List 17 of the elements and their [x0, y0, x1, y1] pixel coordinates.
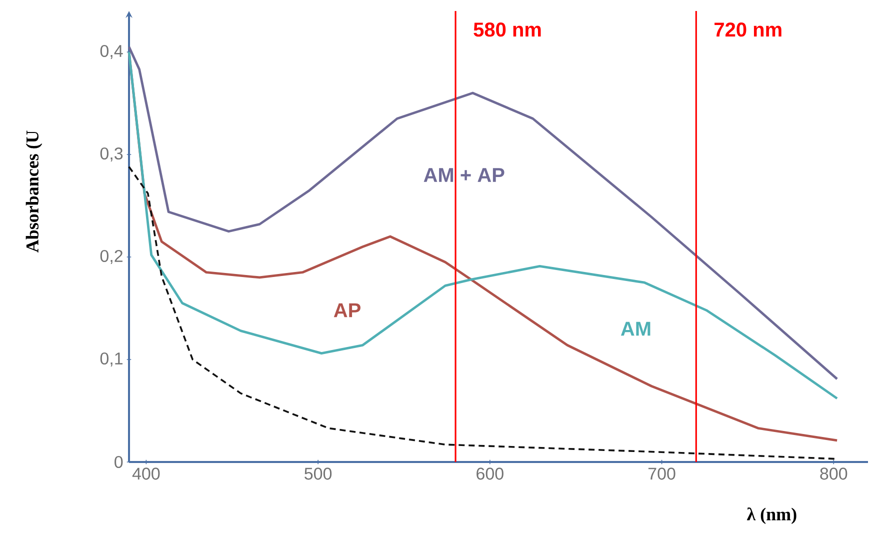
text: AM + AP [424, 168, 504, 182]
text: AP [334, 303, 360, 318]
ref-line-label: 720 nm [714, 22, 782, 37]
y-tick-label: 0,4 [100, 44, 123, 60]
x-tick-label: 600 [476, 468, 504, 480]
y-tick-label: 0,2 [100, 250, 122, 264]
y-tick-label: 0,3 [100, 147, 123, 162]
y-tick-label: 0,1 [100, 352, 123, 367]
x-tick-label: 500 [304, 468, 332, 480]
y-tick-label: 0 [114, 456, 123, 468]
series-label: AM [620, 322, 650, 336]
x-tick-label: 800 [820, 468, 848, 480]
ref-line-label: 580 nm [474, 22, 541, 37]
x-tick-label: 700 [648, 468, 676, 480]
y-axis-title: Absorbances (U [26, 130, 42, 252]
x-tick-label: 400 [132, 468, 160, 480]
x-axis-title: λ (nm) [746, 508, 796, 524]
